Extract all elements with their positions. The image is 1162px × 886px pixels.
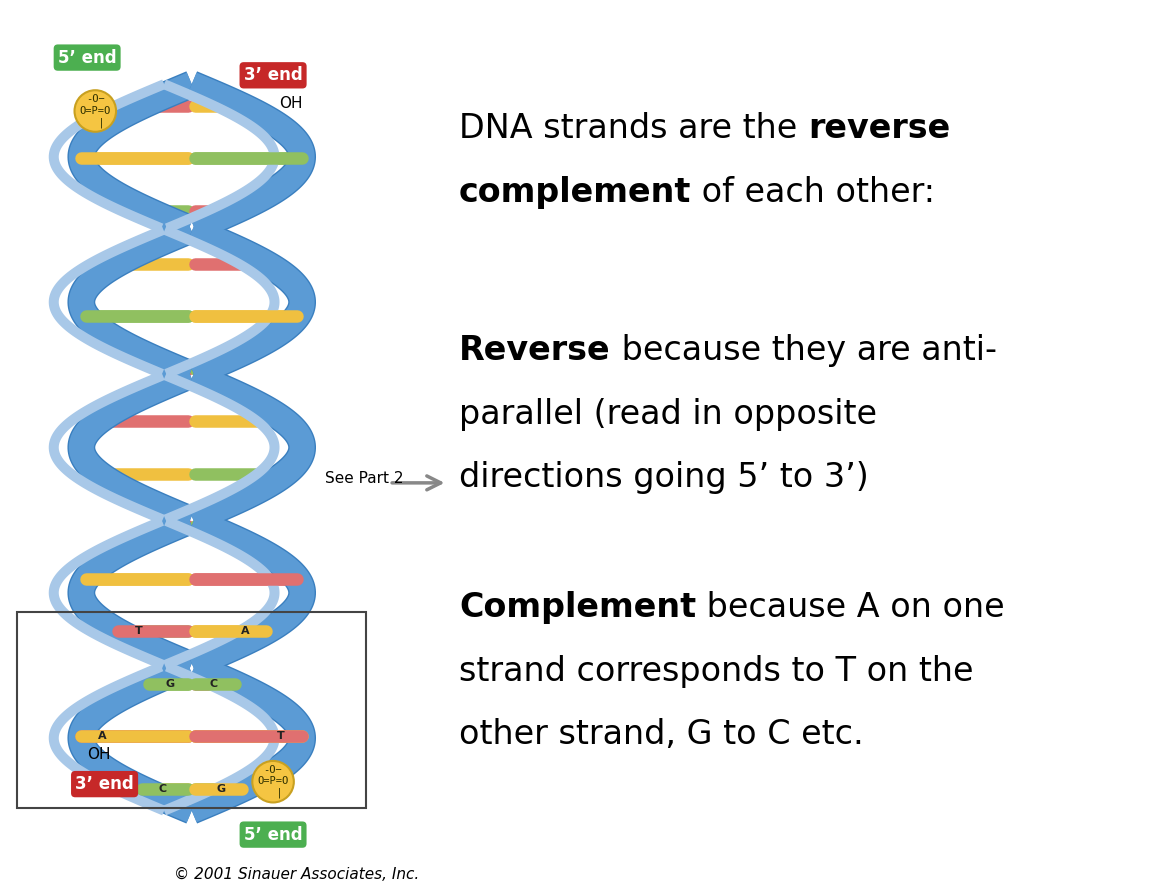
Text: Reverse: Reverse [459,334,610,367]
Text: strand corresponds to T on the: strand corresponds to T on the [459,655,974,688]
Text: OH: OH [87,748,110,762]
Bar [17,612,366,808]
Text: T: T [135,626,142,636]
Text: A: A [241,626,250,636]
Text: C: C [158,784,166,794]
Text: because A on one: because A on one [696,591,1005,624]
Text: © 2001 Sinauer Associates, Inc.: © 2001 Sinauer Associates, Inc. [174,867,419,882]
Text: -O−
O=P=O
  |: -O− O=P=O | [80,94,110,128]
Text: A: A [98,731,107,742]
Text: parallel (read in opposite: parallel (read in opposite [459,398,877,431]
Text: Complement: Complement [459,591,696,624]
Text: T: T [278,731,285,742]
Text: G: G [165,679,174,688]
Text: 5’ end: 5’ end [58,49,116,66]
Text: of each other:: of each other: [691,176,935,209]
Text: -O−
O=P=O
  |: -O− O=P=O | [258,765,288,798]
Text: reverse: reverse [808,113,951,145]
Text: 3’ end: 3’ end [76,775,134,793]
Text: See Part 2: See Part 2 [325,471,404,486]
Text: other strand, G to C etc.: other strand, G to C etc. [459,719,863,751]
Text: G: G [216,784,225,794]
Text: complement: complement [459,176,691,209]
Text: OH: OH [279,97,302,111]
Text: directions going 5’ to 3’): directions going 5’ to 3’) [459,462,869,494]
Text: DNA strands are the: DNA strands are the [459,113,808,145]
Text: because they are anti-: because they are anti- [610,334,997,367]
Text: 5’ end: 5’ end [244,826,302,843]
Text: 3’ end: 3’ end [244,66,302,84]
Text: C: C [209,679,217,688]
